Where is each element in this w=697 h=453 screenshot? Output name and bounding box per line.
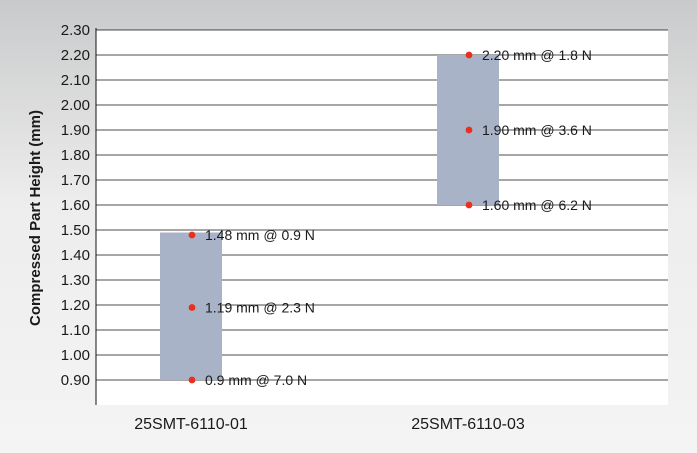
- y-tick-label: 0.90: [61, 372, 90, 389]
- data-label: 1.60 mm @ 6.2 N: [482, 197, 592, 213]
- data-label: 2.20 mm @ 1.8 N: [482, 47, 592, 63]
- y-tick-label: 1.40: [61, 247, 90, 264]
- y-tick-label: 1.50: [61, 222, 90, 239]
- y-tick-label: 1.10: [61, 322, 90, 339]
- data-label: 1.19 mm @ 2.3 N: [205, 300, 315, 316]
- data-point: [465, 201, 473, 209]
- y-tick-label: 2.30: [61, 22, 90, 39]
- data-labels: 1.48 mm @ 0.9 N 1.19 mm @ 2.3 N 0.9 mm @ 7…: [205, 47, 592, 388]
- x-tick-label: 25SMT-6110-01: [134, 416, 248, 433]
- data-point: [465, 51, 473, 59]
- y-tick-label: 2.20: [61, 47, 90, 64]
- data-label: 0.9 mm @ 7.0 N: [205, 372, 307, 388]
- y-tick-label: 1.00: [61, 347, 90, 364]
- x-tick-label: 25SMT-6110-03: [411, 416, 525, 433]
- y-tick-label: 2.10: [61, 72, 90, 89]
- y-tick-labels: 0.90 1.00 1.10 1.20 1.30 1.40 1.50 1.60 1.70 1.80…: [61, 22, 90, 389]
- y-tick-label: 1.30: [61, 272, 90, 289]
- data-point: [465, 126, 473, 134]
- y-tick-label: 2.00: [61, 97, 90, 114]
- y-tick-label: 1.70: [61, 172, 90, 189]
- data-point: [188, 231, 196, 239]
- data-label: 1.90 mm @ 3.6 N: [482, 122, 592, 138]
- data-point: [188, 376, 196, 384]
- y-tick-label: 1.80: [61, 147, 90, 164]
- range-bars: [160, 55, 499, 380]
- x-tick-labels: 25SMT-6110-01 25SMT-6110-03: [134, 416, 525, 433]
- y-tick-label: 1.20: [61, 297, 90, 314]
- y-tick-label: 1.90: [61, 122, 90, 139]
- y-tick-label: 1.60: [61, 197, 90, 214]
- y-axis-label: Compressed Part Height (mm): [27, 110, 44, 326]
- data-label: 1.48 mm @ 0.9 N: [205, 227, 315, 243]
- data-point: [188, 304, 196, 311]
- data-points: [188, 51, 473, 384]
